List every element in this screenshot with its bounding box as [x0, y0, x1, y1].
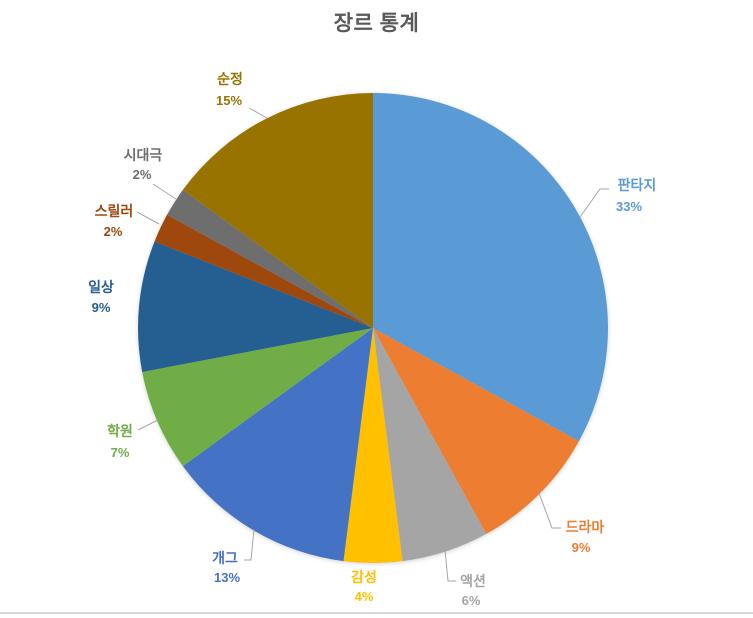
slice-label-value-2: 6%	[462, 593, 481, 608]
slice-label-value-1: 9%	[572, 540, 591, 555]
bottom-border-line	[0, 612, 753, 614]
leader-line-7	[136, 211, 160, 225]
slice-label-name-0: 판타지	[618, 177, 657, 193]
slice-label-name-8: 시대극	[124, 147, 163, 163]
slice-label-value-5: 7%	[111, 445, 130, 460]
leader-line-9	[248, 107, 268, 119]
leader-line-8	[152, 183, 177, 200]
leader-line-0	[579, 188, 609, 218]
slice-label-name-1: 드라마	[566, 519, 605, 535]
leader-line-4	[244, 528, 255, 561]
slice-label-name-2: 액션	[460, 573, 486, 589]
pie-slice-9	[182, 93, 373, 328]
slice-label-name-4: 개그	[212, 550, 238, 566]
slice-labels: 판타지 33% 드라마 9% 액션 6% 감성 4% 개그 13% 학원 7% 일상 9% 스릴러 2% 시대극…	[88, 71, 656, 608]
leader-line-2	[444, 549, 456, 582]
pie-slices	[138, 93, 608, 563]
pie-slice-3	[343, 328, 403, 563]
slice-label-value-4: 13%	[214, 570, 240, 585]
leader-line-5	[137, 419, 159, 431]
slice-label-value-3: 4%	[355, 589, 374, 604]
pie-slice-6	[138, 241, 373, 372]
pie-slice-2	[373, 328, 487, 562]
slice-label-name-7: 스릴러	[95, 203, 134, 219]
leader-lines	[136, 107, 609, 582]
slice-label-value-0: 33%	[616, 199, 642, 214]
chart-title: 장르 통계	[333, 12, 420, 35]
slice-label-name-9: 순정	[217, 71, 243, 87]
pie-slice-0	[373, 93, 608, 442]
slice-label-name-5: 학원	[107, 423, 133, 439]
slice-label-value-9: 15%	[216, 93, 242, 108]
leader-line-1	[538, 492, 561, 529]
slice-label-value-6: 9%	[92, 300, 111, 315]
pie-slice-7	[154, 214, 373, 328]
slice-label-name-6: 일상	[88, 279, 114, 295]
slice-label-name-3: 감성	[351, 569, 377, 585]
pie-slice-5	[142, 328, 373, 467]
slice-label-value-8: 2%	[133, 167, 152, 182]
pie-slice-1	[373, 328, 579, 534]
pie-slice-4	[182, 328, 373, 562]
slice-label-value-7: 2%	[104, 224, 123, 239]
pie-slice-8	[167, 189, 373, 328]
